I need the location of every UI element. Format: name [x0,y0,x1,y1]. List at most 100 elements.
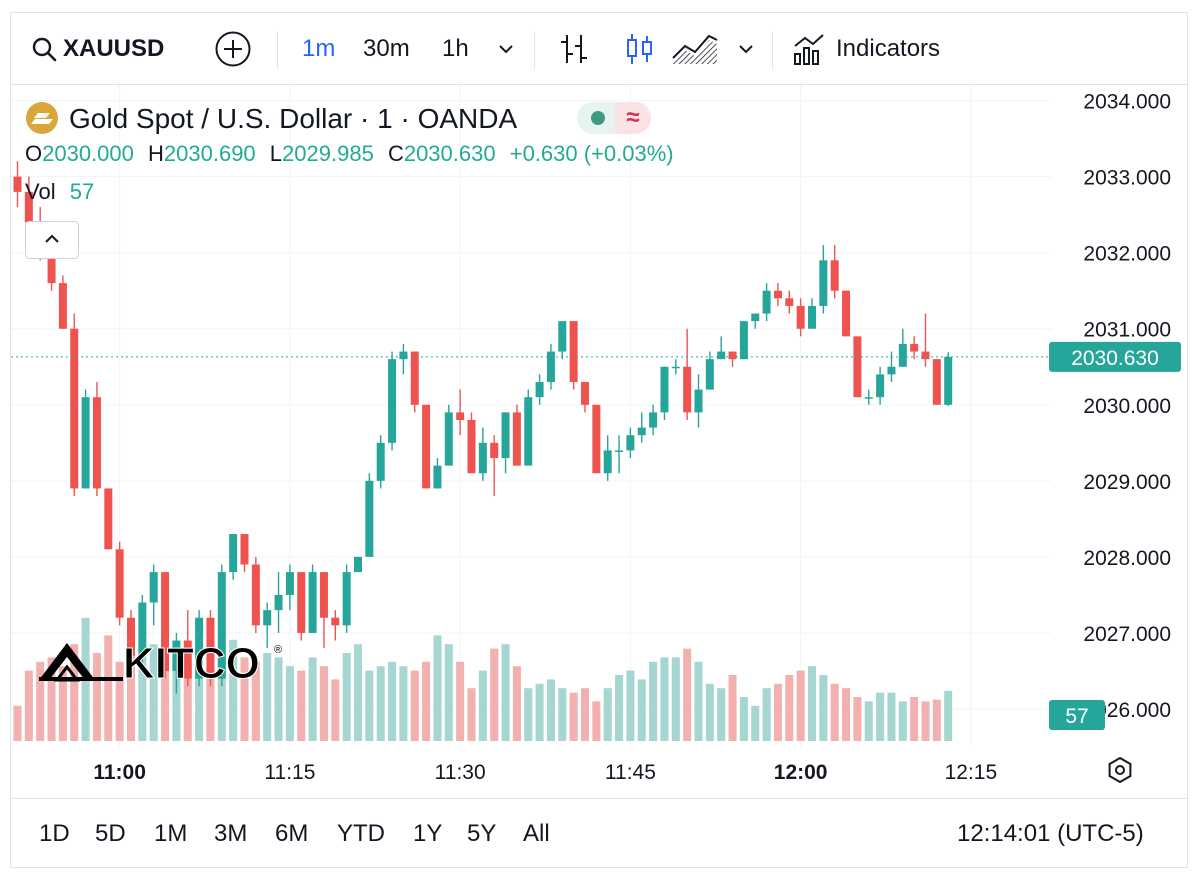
volume-bar [558,688,567,741]
candle-body [876,374,885,398]
candle-body [319,572,328,618]
bars-icon [558,32,590,66]
volume-bar [762,688,771,741]
price-tick-label: 2034.000 [1083,91,1171,114]
candle-body [615,450,624,452]
range-6m[interactable]: 6M [275,820,309,847]
candle-body [569,321,578,382]
candle-body [161,572,170,671]
candles [13,161,953,694]
volume-bar [524,688,533,741]
candle-body [115,549,124,618]
candle-body [751,313,760,322]
candle-body [535,381,544,398]
volume-value: 57 [69,179,95,204]
candle-body [433,465,442,489]
volume-bar [183,661,192,741]
candle-body [626,435,635,451]
area-style-button[interactable] [671,13,719,85]
volume-bar [36,661,45,741]
interval-30m[interactable]: 30m [363,35,410,62]
candle-body [308,572,317,633]
range-1y[interactable]: 1Y [413,820,443,847]
interval-1h[interactable]: 1h [442,35,469,62]
candle-body [773,290,782,299]
range-bar: 1D 5D 1M 3M 6M YTD 1Y 5Y All 12:14:01 (U… [11,798,1187,868]
time-axis: 11:00 11:15 11:30 11:45 12:00 12:15 [93,761,997,784]
candle-body [399,351,408,360]
volume-bars [13,617,953,741]
compare-button[interactable] [214,13,252,85]
candle-body [649,412,658,428]
range-all[interactable]: All [523,820,550,847]
candle-body [70,328,79,489]
volume-bar [444,644,453,741]
volume-bar [581,688,589,741]
range-5y[interactable]: 5Y [467,820,497,847]
candle-body [558,321,567,352]
range-ytd[interactable]: YTD [337,820,385,847]
range-1m[interactable]: 1M [154,820,188,847]
indicators-button[interactable]: Indicators [792,13,940,85]
interval-1m[interactable]: 1m [302,35,336,62]
axis-settings-button[interactable] [1108,756,1132,784]
range-1d[interactable]: 1D [39,820,70,847]
volume-bar [808,666,816,741]
open-value: 2030.000 [42,141,134,166]
candle-body [58,283,67,329]
candle-body [910,343,919,352]
volume-label: Vol [25,179,56,204]
volume-bar [456,661,465,741]
symbol-search[interactable]: XAUUSD [31,13,164,85]
candle-body [683,366,692,413]
volume-bar [217,644,226,741]
collapse-legend-button[interactable] [25,221,79,259]
candle-body [660,366,669,413]
candle-body [717,351,726,360]
settings-hex-icon [1108,756,1132,784]
candle-body [81,397,90,489]
volume-bar [467,688,476,741]
volume-bar [819,675,828,741]
volume-bar [297,670,306,741]
volume-bar [342,653,351,741]
price-tick-label: 2033.000 [1083,167,1171,190]
volume-bar [127,626,135,741]
search-icon [31,36,57,62]
candle-body [217,572,226,679]
volume-bar [376,666,385,741]
volume-bar [365,670,374,741]
chart-style-dropdown[interactable] [737,13,755,85]
time-tick-label: 12:15 [945,761,998,784]
clock-timezone[interactable]: 12:14:01 (UTC-5) [957,820,1144,847]
chevron-down-icon [497,43,515,55]
range-5d[interactable]: 5D [95,820,126,847]
candles-style-button[interactable] [624,13,656,85]
volume-bar [354,644,362,741]
volume-bar [161,657,170,741]
ohlc-row: O2030.000 H2030.690 L2029.985 C2030.630 … [25,141,674,167]
volume-bar [319,666,328,741]
current-volume-tag: 57 [1049,700,1105,730]
symbol-title: Gold Spot / U.S. Dollar · 1 · OANDA [69,103,518,134]
chart-area[interactable]: KITCO ® 2034.000 2033.000 2032.000 2031.000… [11,85,1187,798]
volume-bar [308,657,317,741]
indicators-icon [792,32,826,66]
interval-dropdown[interactable] [497,13,515,85]
volume-bar [58,666,67,741]
candle-body [762,290,771,314]
volume-bar [739,697,748,741]
high-label: H [148,141,164,166]
open-label: O [25,141,43,166]
bar-style-button[interactable] [558,13,590,85]
candle-body [342,572,351,626]
registered-mark: ® [274,644,282,656]
volume-bar [864,701,873,741]
candle-body [581,381,589,405]
volume-bar [24,670,33,741]
volume-bar [830,683,839,741]
price-axis: 2034.000 2033.000 2032.000 2031.000 2030.000… [1083,91,1171,722]
candle-body [274,594,283,611]
change-value: +0.630 (+0.03%) [509,141,674,166]
range-3m[interactable]: 3M [214,820,248,847]
